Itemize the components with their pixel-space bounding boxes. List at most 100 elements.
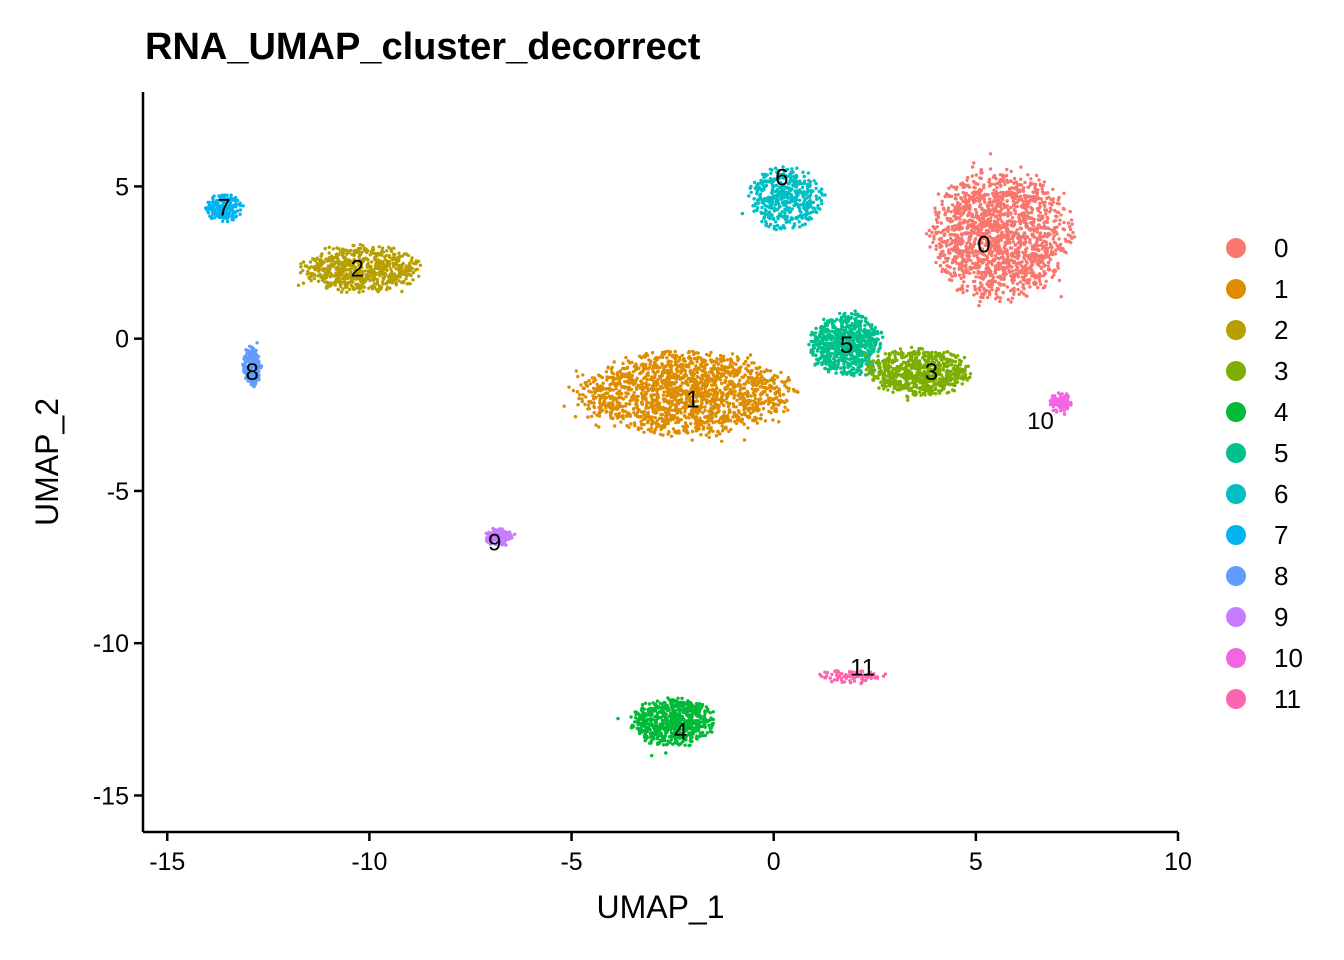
point-cluster-5 [863,346,867,350]
point-cluster-2 [307,276,311,280]
point-cluster-4 [684,738,688,742]
point-cluster-2 [339,290,344,294]
point-cluster-4 [680,704,684,708]
point-cluster-1 [651,364,655,369]
point-cluster-5 [872,328,876,332]
point-cluster-1 [777,388,781,392]
point-cluster-1 [783,405,787,409]
point-cluster-2 [416,259,421,263]
point-cluster-1 [711,388,715,393]
point-cluster-1 [710,360,714,364]
point-cluster-4 [651,701,655,705]
point-cluster-1 [751,409,755,414]
point-cluster-9 [494,529,498,533]
point-cluster-1 [664,420,668,424]
point-cluster-2 [359,286,363,290]
point-cluster-2 [396,263,400,268]
point-cluster-4 [697,702,702,706]
point-cluster-2 [306,269,310,274]
point-cluster-4 [663,704,668,708]
point-cluster-5 [834,327,839,332]
point-cluster-1 [753,383,758,387]
cluster-8-points [241,341,264,389]
point-cluster-11 [860,677,864,681]
point-cluster-7 [211,200,215,204]
point-cluster-6 [755,208,759,212]
point-cluster-1 [673,363,677,367]
point-cluster-2 [393,252,397,257]
point-cluster-2 [336,261,340,265]
point-cluster-7 [210,211,215,216]
point-cluster-6 [800,185,805,190]
point-cluster-11 [860,680,864,685]
point-cluster-1 [746,426,750,430]
point-cluster-1 [621,409,625,414]
point-cluster-1 [667,430,671,434]
point-cluster-1 [737,409,741,414]
point-cluster-1 [753,397,758,401]
point-cluster-11 [835,673,839,678]
point-cluster-1 [773,391,777,395]
point-cluster-5 [818,340,822,344]
point-cluster-3 [877,386,881,390]
point-cluster-11 [851,676,855,680]
point-cluster-1 [669,364,674,368]
point-cluster-2 [369,250,373,254]
point-cluster-8 [256,370,261,374]
point-cluster-2 [392,262,397,267]
point-cluster-1 [574,369,578,373]
point-cluster-7 [208,214,212,219]
point-cluster-1 [706,426,710,430]
point-cluster-6 [792,224,796,228]
point-cluster-2 [308,271,313,276]
point-cluster-5 [866,336,870,340]
point-cluster-1 [598,401,602,405]
point-cluster-5 [842,319,847,323]
point-cluster-1 [738,383,742,387]
point-cluster-1 [715,359,719,364]
point-cluster-3 [879,380,883,384]
point-cluster-1 [678,399,683,403]
point-cluster-1 [677,392,681,397]
point-cluster-1 [655,389,659,394]
point-cluster-1 [666,400,670,405]
point-cluster-2 [404,277,408,281]
point-cluster-1 [653,404,658,408]
point-cluster-5 [843,359,847,364]
point-cluster-6 [752,203,757,208]
point-cluster-5 [826,328,830,333]
point-cluster-6 [771,217,776,221]
point-cluster-5 [847,370,851,374]
point-cluster-6 [760,205,764,210]
point-cluster-1 [749,394,753,398]
point-cluster-1 [704,399,708,403]
point-cluster-2 [337,247,341,251]
point-cluster-11 [829,680,834,684]
point-cluster-1 [612,360,616,364]
point-cluster-6 [755,184,759,188]
point-cluster-1 [710,397,714,401]
point-cluster-1 [707,394,711,398]
point-cluster-1 [772,381,776,385]
point-cluster-2 [332,261,337,266]
point-cluster-1 [725,358,730,362]
point-cluster-2 [336,287,340,292]
point-cluster-1 [734,362,738,366]
point-cluster-1 [685,431,690,435]
point-cluster-6 [796,205,801,209]
point-cluster-1 [743,373,747,377]
point-cluster-1 [597,373,601,377]
point-cluster-5 [838,311,842,316]
point-cluster-1 [614,381,618,386]
point-cluster-1 [650,384,655,388]
point-cluster-5 [807,342,811,347]
point-cluster-6 [814,186,818,191]
point-cluster-1 [581,386,585,390]
point-cluster-6 [792,180,797,184]
point-cluster-1 [575,390,580,394]
point-cluster-1 [709,350,713,355]
point-cluster-1 [618,404,623,408]
point-cluster-1 [625,413,629,418]
point-cluster-3 [871,359,875,363]
